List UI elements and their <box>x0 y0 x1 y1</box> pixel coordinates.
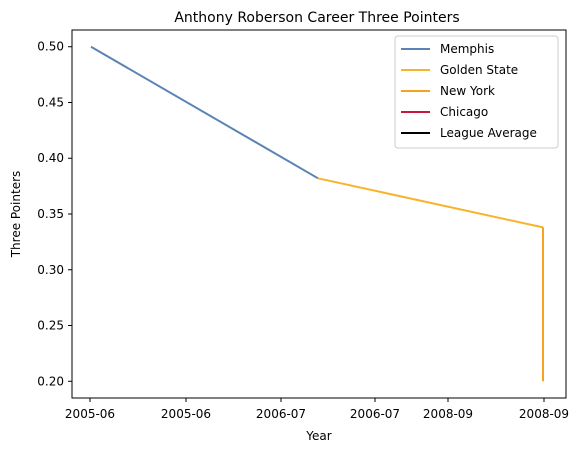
y-tick-label: 0.50 <box>37 40 64 54</box>
x-tick-label: 2008-09 <box>423 407 473 421</box>
x-tick-label: 2006-07 <box>256 407 306 421</box>
legend: Memphis Golden State New York Chicago League… <box>394 35 559 149</box>
x-tick-label: 2006-07 <box>350 407 400 421</box>
y-axis-label: Three Pointers <box>9 171 23 259</box>
x-tick-label: 2008-09 <box>519 407 569 421</box>
chart-title: Anthony Roberson Career Three Pointers <box>174 10 459 26</box>
series-line-memphis <box>90 45 319 180</box>
y-tick-label: 0.40 <box>37 151 64 165</box>
x-axis: 2005-06 2005-06 2006-07 2006-07 2008-09 2008-… <box>65 398 569 421</box>
legend-label: Chicago <box>440 105 488 119</box>
series-layer <box>90 45 544 382</box>
y-tick-label: 0.45 <box>37 95 64 109</box>
legend-label: Memphis <box>440 42 494 56</box>
legend-label: New York <box>440 84 495 98</box>
series-line-golden-state <box>317 177 544 229</box>
y-tick-label: 0.35 <box>37 207 64 221</box>
y-tick-label: 0.30 <box>37 263 64 277</box>
x-tick-label: 2005-06 <box>65 407 115 421</box>
y-tick-label: 0.20 <box>37 374 64 388</box>
x-axis-label: Year <box>305 429 331 443</box>
y-axis: 0.20 0.25 0.30 0.35 0.40 0.45 0.50 <box>37 40 72 388</box>
legend-label: League Average <box>440 126 537 140</box>
legend-box <box>394 35 559 149</box>
legend-label: Golden State <box>440 63 518 77</box>
y-tick-label: 0.25 <box>37 319 64 333</box>
x-tick-label: 2005-06 <box>161 407 211 421</box>
